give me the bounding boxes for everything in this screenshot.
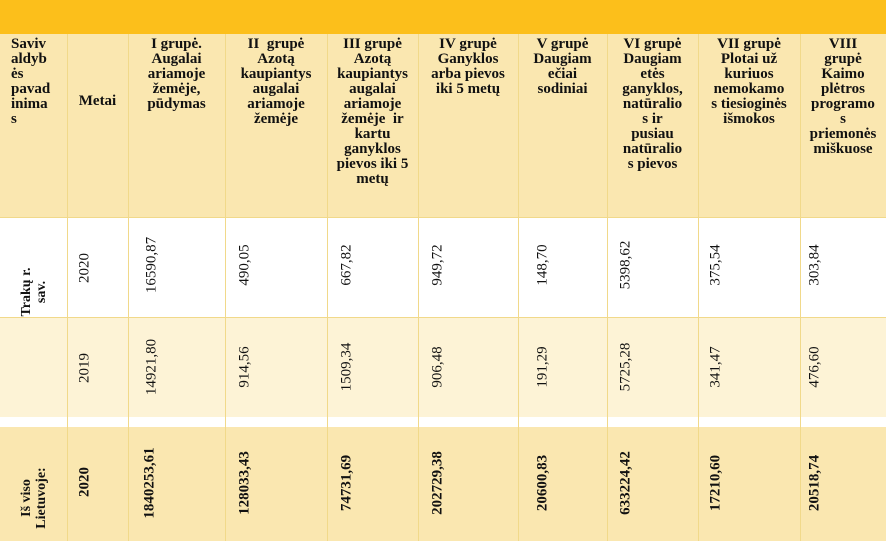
header-metai: Metai	[78, 93, 117, 109]
value-g4: 202729,38	[429, 451, 446, 515]
header-group-1: I grupė. Augalai ariamoje žemėje, pūdyma…	[147, 36, 206, 112]
value-g5: 148,70	[534, 244, 551, 286]
header-group-6: VI grupė Daugiam etės ganyklos, natūrali…	[622, 36, 683, 172]
year-value: 2020	[76, 253, 93, 283]
value-g1: 1840253,61	[141, 447, 158, 519]
row-label-text: Trakų r. sav.	[19, 267, 49, 317]
column-divider	[418, 34, 419, 541]
header-group-3: III grupė Azotą kaupiantys augalai ariam…	[336, 36, 409, 187]
year-value: 2019	[76, 353, 93, 383]
value-g8: 303,84	[806, 244, 823, 286]
value-g6: 5725,28	[617, 342, 634, 392]
value-g8: 476,60	[806, 346, 823, 388]
header-group-2: II grupė Azotą kaupiantys augalai ariamo…	[240, 36, 312, 127]
header-group-8: VIII grupė Kaimo plėtros programo s prie…	[809, 36, 877, 157]
table-row-total	[0, 427, 886, 541]
value-g6: 633224,42	[617, 451, 634, 515]
value-g7: 375,54	[707, 244, 724, 286]
year-value: 2020	[76, 467, 93, 497]
value-g6: 5398,62	[617, 240, 634, 290]
row-label-text: Iš viso Lietuvoje:	[19, 467, 49, 529]
value-g3: 1509,34	[338, 342, 355, 392]
table-row	[0, 217, 886, 317]
header-group-4: IV grupė Ganyklos arba pievos iki 5 metų	[431, 36, 505, 97]
value-g2: 914,56	[236, 346, 253, 388]
value-g7: 17210,60	[707, 454, 724, 512]
column-divider	[518, 34, 519, 541]
table-header-row	[0, 34, 886, 217]
column-divider	[67, 34, 68, 541]
row-separator	[0, 417, 886, 427]
value-g3: 74731,69	[338, 454, 355, 512]
value-g4: 906,48	[429, 346, 446, 388]
header-group-5: V grupė Daugiam ečiai sodiniai	[533, 36, 592, 97]
value-g8: 20518,74	[806, 454, 823, 512]
value-g5: 20600,83	[534, 454, 551, 512]
column-divider	[800, 34, 801, 541]
row-divider	[0, 317, 886, 318]
value-g5: 191,29	[534, 346, 551, 388]
value-g1: 14921,80	[143, 338, 160, 396]
table-row	[0, 317, 886, 417]
column-divider	[607, 34, 608, 541]
header-group-7: VII grupė Plotai už kuriuos nemokamo s t…	[711, 36, 787, 127]
value-g1: 16590,87	[143, 236, 160, 294]
top-accent-bar	[0, 0, 886, 34]
value-g4: 949,72	[429, 244, 446, 286]
value-g2: 128033,43	[236, 451, 253, 515]
header-savivaldybe: Saviv aldyb ės pavad inima s	[11, 36, 51, 127]
value-g3: 667,82	[338, 244, 355, 286]
column-divider	[128, 34, 129, 541]
value-g2: 490,05	[236, 244, 253, 286]
column-divider	[698, 34, 699, 541]
column-divider	[327, 34, 328, 541]
row-divider	[0, 217, 886, 218]
value-g7: 341,47	[707, 346, 724, 388]
column-divider	[225, 34, 226, 541]
